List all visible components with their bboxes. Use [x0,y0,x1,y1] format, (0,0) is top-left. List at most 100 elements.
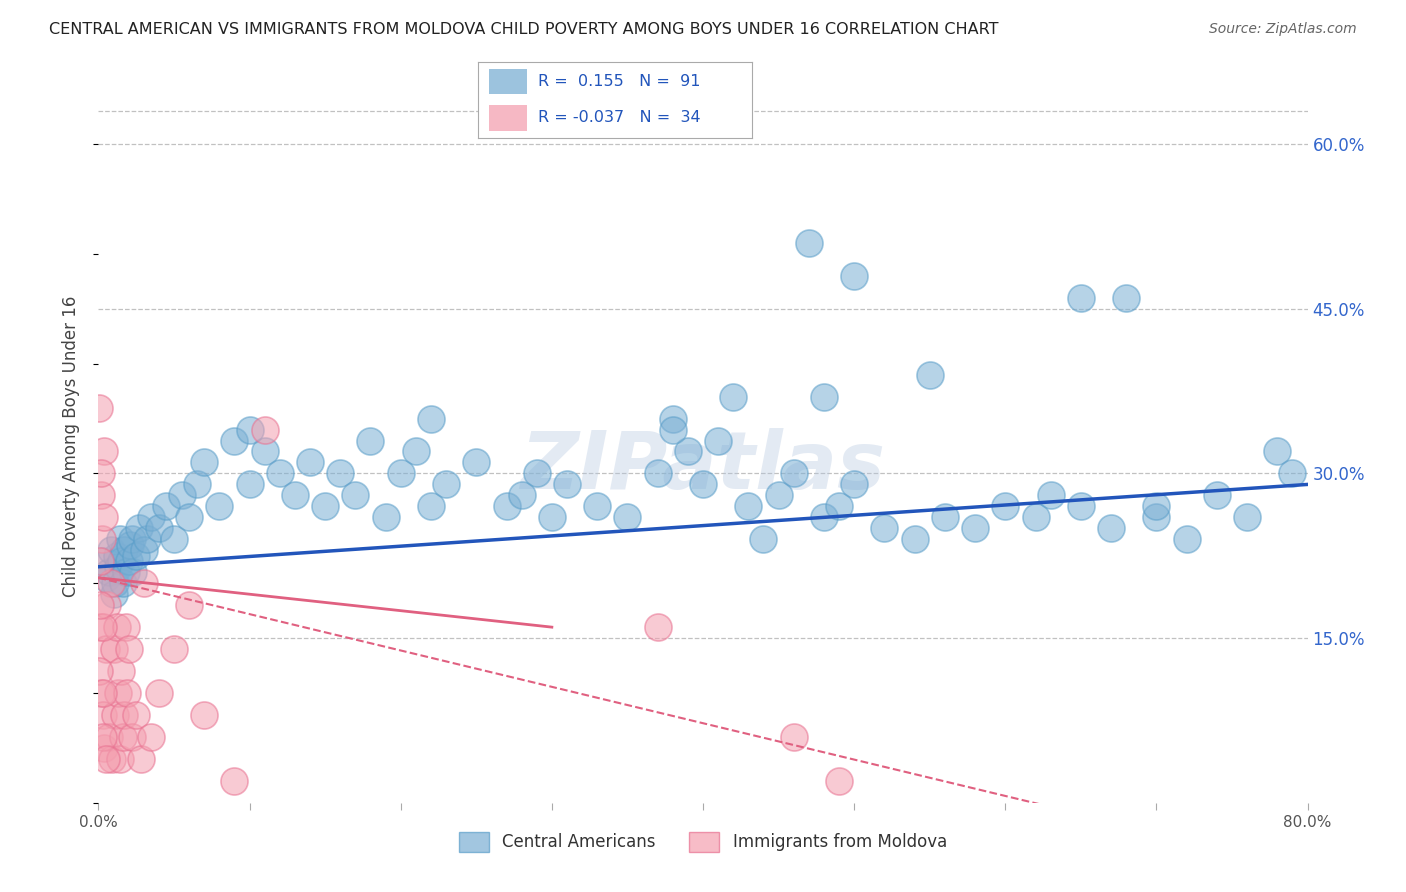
Point [100,576,122,591]
Point [420,500,443,514]
Point [163,642,186,657]
Point [224,434,246,448]
Point [120,538,142,552]
Point [91,730,114,744]
Point [284,488,307,502]
Point [1070,500,1092,514]
Point [434,477,457,491]
Point [676,444,699,458]
Point [783,467,806,481]
Point [179,598,201,612]
Point [107,559,129,574]
Point [91,620,114,634]
Bar [489,105,527,130]
Point [374,510,396,524]
Point [94,642,117,657]
Point [148,521,170,535]
Point [98,566,121,580]
Point [1146,500,1168,514]
Point [344,488,367,502]
Point [89,620,111,634]
Point [253,423,276,437]
Point [586,500,609,514]
Point [91,686,114,700]
Point [91,708,114,723]
Point [540,510,562,524]
Y-axis label: Child Poverty Among Boys Under 16: Child Poverty Among Boys Under 16 [62,295,80,597]
Point [112,708,135,723]
Point [1115,291,1137,305]
Point [89,401,111,415]
Point [239,477,262,491]
Point [1039,488,1062,502]
Point [420,411,443,425]
Point [465,455,488,469]
Point [1024,510,1046,524]
Point [844,477,866,491]
Point [1175,533,1198,547]
Bar [489,69,527,95]
Point [495,500,517,514]
Point [752,533,775,547]
Point [1146,510,1168,524]
Point [723,390,745,404]
Point [797,235,820,250]
Point [91,533,114,547]
Point [813,510,835,524]
Point [314,500,336,514]
Point [101,752,124,766]
Point [813,390,835,404]
Point [115,686,138,700]
Point [193,455,215,469]
Point [125,549,148,563]
Point [89,664,111,678]
Point [239,423,262,437]
Point [661,411,683,425]
Point [104,576,127,591]
Point [110,554,132,568]
Point [141,510,163,524]
Point [186,477,208,491]
Text: Source: ZipAtlas.com: Source: ZipAtlas.com [1209,22,1357,37]
Point [934,510,956,524]
Point [110,664,132,678]
Point [1236,510,1258,524]
Point [105,620,128,634]
Point [179,510,201,524]
Point [783,730,806,744]
Text: R =  0.155   N =  91: R = 0.155 N = 91 [538,74,700,89]
Point [104,708,127,723]
Point [616,510,638,524]
Point [918,368,941,382]
Point [224,773,246,788]
Point [93,444,115,458]
Point [844,268,866,283]
Point [98,730,121,744]
Point [93,740,115,755]
Point [100,543,122,558]
Point [994,500,1017,514]
Point [114,620,136,634]
Point [1281,467,1303,481]
Point [107,686,129,700]
Point [103,587,125,601]
Point [828,773,851,788]
Point [155,500,177,514]
Point [299,455,322,469]
Point [269,467,291,481]
Point [121,533,143,547]
Point [510,488,533,502]
Point [360,434,382,448]
Point [108,533,131,547]
Point [114,566,136,580]
Point [96,598,118,612]
Point [105,549,128,563]
Point [129,752,152,766]
Point [389,467,412,481]
Point [94,752,117,766]
Point [1267,444,1289,458]
Point [163,533,186,547]
Point [873,521,896,535]
Point [132,543,155,558]
Point [111,730,134,744]
